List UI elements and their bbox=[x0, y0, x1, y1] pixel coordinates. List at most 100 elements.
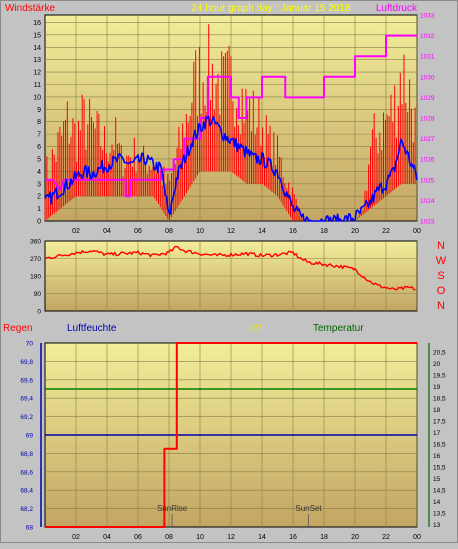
direction-y-tick-label: 360 bbox=[30, 239, 41, 246]
rain-axis-title: Regen bbox=[3, 323, 32, 334]
temperature-y-tick-label: 17 bbox=[433, 430, 441, 437]
temperature-y-tick-label: 18 bbox=[433, 407, 441, 414]
pressure-y-tick-label: 1025 bbox=[420, 177, 435, 184]
humidity-y-tick-label: 69,6 bbox=[20, 377, 33, 384]
wind-x-tick-label: 14 bbox=[258, 228, 266, 235]
wind-y-tick-label: 5 bbox=[37, 156, 41, 163]
wind-x-tick-label: 18 bbox=[320, 228, 328, 235]
chart-title: 24 hour graph day : Januar 15 2018 bbox=[191, 3, 350, 14]
bottom-x-tick-label: 16 bbox=[289, 534, 297, 541]
wind-y-tick-label: 13 bbox=[33, 57, 41, 64]
temperature-y-tick-label: 20,5 bbox=[433, 350, 446, 357]
direction-letter: W bbox=[436, 255, 447, 267]
pressure-y-tick-label: 1029 bbox=[420, 95, 435, 102]
humidity-y-tick-label: 68,8 bbox=[20, 451, 33, 458]
pressure-series bbox=[45, 34, 417, 198]
humidity-y-tick-label: 68,6 bbox=[20, 469, 33, 476]
temperature-y-tick-label: 15 bbox=[433, 476, 441, 483]
wind-y-tick-label: 14 bbox=[33, 45, 41, 52]
wind-axis-title: Windstärke bbox=[5, 3, 55, 14]
humidity-y-tick-label: 70 bbox=[26, 341, 34, 348]
pressure-y-tick-label: 1023 bbox=[420, 219, 435, 226]
humidity-axis-title: Luftfeuchte bbox=[67, 323, 117, 334]
humidity-y-tick-label: 68,2 bbox=[20, 506, 33, 513]
wind-x-tick-label: 08 bbox=[165, 228, 173, 235]
bottom-x-tick-label: 08 bbox=[165, 534, 173, 541]
temperature-y-tick-label: 17,5 bbox=[433, 419, 446, 426]
wind-x-tick-label: 00 bbox=[413, 228, 421, 235]
wind-y-tick-label: 3 bbox=[37, 181, 41, 188]
wind-y-tick-label: 6 bbox=[37, 144, 41, 151]
direction-series bbox=[44, 245, 416, 291]
direction-y-tick-label: 270 bbox=[30, 256, 41, 263]
direction-letter: N bbox=[437, 240, 445, 252]
temperature-y-tick-label: 18,5 bbox=[433, 396, 446, 403]
temperature-y-tick-label: 20 bbox=[433, 361, 441, 368]
bottom-x-tick-label: 10 bbox=[196, 534, 204, 541]
bottom-x-tick-label: 22 bbox=[382, 534, 390, 541]
bottom-x-tick-label: 06 bbox=[134, 534, 142, 541]
temperature-y-tick-label: 13,5 bbox=[433, 511, 446, 518]
pressure-y-tick-label: 1032 bbox=[420, 33, 435, 40]
temperature-y-tick-label: 16 bbox=[433, 453, 441, 460]
pressure-y-tick-label: 1028 bbox=[420, 116, 435, 123]
direction-letter: N bbox=[437, 300, 445, 312]
wind-y-tick-label: 2 bbox=[37, 194, 41, 201]
wind-y-tick-label: 0 bbox=[37, 219, 41, 226]
uv-series bbox=[45, 342, 417, 528]
wind-x-tick-label: 16 bbox=[289, 228, 297, 235]
sun-annotation-label: SunSet bbox=[295, 504, 322, 513]
bottom-x-tick-label: 02 bbox=[72, 534, 80, 541]
sun-annotation-label: SunRise bbox=[157, 504, 188, 513]
wind-y-tick-label: 7 bbox=[37, 132, 41, 139]
wind-y-tick-label: 1 bbox=[37, 206, 41, 213]
wind-x-tick-label: 10 bbox=[196, 228, 204, 235]
bottom-x-tick-label: 14 bbox=[258, 534, 266, 541]
humidity-y-tick-label: 69,2 bbox=[20, 414, 33, 421]
temperature-y-tick-label: 19,5 bbox=[433, 373, 446, 380]
temperature-y-tick-label: 15,5 bbox=[433, 465, 446, 472]
temperature-y-tick-label: 14 bbox=[433, 499, 441, 506]
wind-y-tick-label: 8 bbox=[37, 119, 41, 126]
wind-y-tick-label: 4 bbox=[37, 169, 41, 176]
wind-y-tick-label: 16 bbox=[33, 20, 41, 27]
bottom-x-tick-label: 12 bbox=[227, 534, 235, 541]
pressure-y-tick-label: 1027 bbox=[420, 136, 435, 143]
temperature-y-tick-label: 16,5 bbox=[433, 442, 446, 449]
bottom-x-tick-label: 00 bbox=[413, 534, 421, 541]
humidity-y-tick-label: 69,8 bbox=[20, 359, 33, 366]
wind-average-series bbox=[44, 115, 418, 222]
bottom-x-tick-label: 04 bbox=[103, 534, 111, 541]
direction-letter: S bbox=[437, 270, 444, 282]
direction-letter: O bbox=[437, 285, 446, 297]
temperature-y-tick-label: 14,5 bbox=[433, 488, 446, 495]
humidity-y-tick-label: 69 bbox=[26, 433, 34, 440]
pressure-y-tick-label: 1033 bbox=[420, 13, 435, 20]
wind-y-tick-label: 10 bbox=[33, 94, 41, 101]
bottom-x-tick-label: 20 bbox=[351, 534, 359, 541]
pressure-y-tick-label: 1031 bbox=[420, 54, 435, 61]
direction-y-tick-label: 0 bbox=[37, 309, 41, 316]
wind-y-tick-label: 12 bbox=[33, 70, 41, 77]
pressure-y-tick-label: 1030 bbox=[420, 74, 435, 81]
pressure-y-tick-label: 1026 bbox=[420, 157, 435, 164]
direction-y-tick-label: 180 bbox=[30, 274, 41, 281]
pressure-y-tick-label: 1024 bbox=[420, 198, 435, 205]
wind-y-tick-label: 11 bbox=[34, 82, 41, 89]
temperature-axis-title: Temperatur bbox=[313, 323, 364, 334]
temperature-y-tick-label: 19 bbox=[433, 384, 441, 391]
bottom-x-tick-label: 18 bbox=[320, 534, 328, 541]
wind-y-tick-label: 15 bbox=[33, 32, 41, 39]
wind-y-tick-label: 9 bbox=[37, 107, 41, 114]
wind-x-tick-label: 20 bbox=[351, 228, 359, 235]
wind-x-tick-label: 02 bbox=[72, 228, 80, 235]
direction-y-tick-label: 90 bbox=[34, 291, 42, 298]
wind-x-tick-label: 22 bbox=[382, 228, 390, 235]
pressure-axis-title: Luftdruck bbox=[376, 3, 418, 14]
humidity-y-tick-label: 68 bbox=[26, 525, 34, 532]
temperature-y-tick-label: 13 bbox=[433, 522, 441, 529]
wind-x-tick-label: 04 bbox=[103, 228, 111, 235]
humidity-y-tick-label: 68,4 bbox=[20, 488, 33, 495]
